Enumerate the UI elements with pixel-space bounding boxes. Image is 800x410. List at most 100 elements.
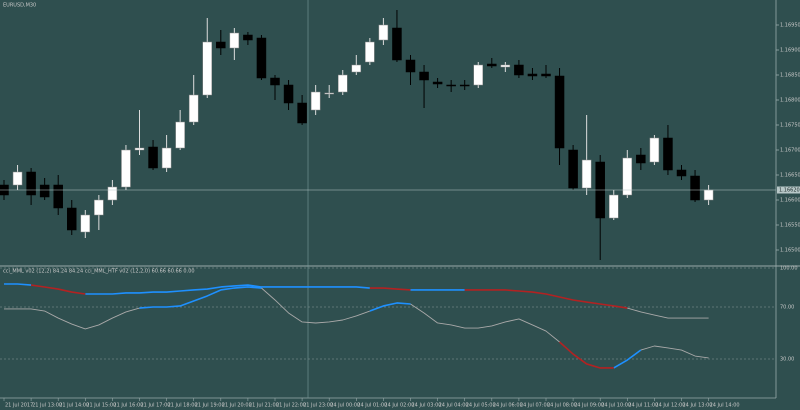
bid-label: 1.16620 — [779, 188, 800, 194]
x-tick-label: 24 Jul 13:00 — [683, 403, 713, 409]
x-tick-label: 24 Jul 00:00 — [330, 403, 360, 409]
y-tick-label: 1.16900 — [780, 48, 800, 54]
candle-body — [324, 92, 334, 95]
candle-body — [432, 81, 443, 85]
candle-body — [310, 91, 321, 111]
y-tick-label: 1.16750 — [780, 123, 800, 129]
candle-body — [270, 77, 280, 86]
candle-body — [256, 37, 267, 79]
candle-body — [26, 171, 36, 196]
candle-body — [568, 149, 578, 189]
candle-body — [12, 171, 23, 186]
candle-body — [500, 64, 511, 68]
candle-body — [487, 63, 497, 67]
candle-body — [80, 214, 91, 233]
x-tick-label: 21 Jul 2017 — [5, 403, 33, 409]
candle-body — [663, 137, 673, 171]
candle-body — [514, 64, 524, 76]
candle-body — [419, 71, 429, 81]
candle-body — [243, 34, 253, 41]
x-tick-label: 24 Jul 02:00 — [384, 403, 414, 409]
x-tick-label: 21 Jul 19:00 — [195, 403, 225, 409]
indicator-line — [4, 287, 709, 359]
candle-body — [161, 147, 172, 169]
x-tick-label: 24 Jul 12:00 — [655, 403, 685, 409]
x-tick-label: 21 Jul 23:00 — [303, 403, 333, 409]
x-tick-label: 24 Jul 14:00 — [710, 403, 740, 409]
candle-body — [541, 73, 551, 77]
candle-body — [338, 74, 348, 93]
x-tick-label: 21 Jul 16:00 — [113, 403, 143, 409]
y-tick-label: 100.00 — [780, 266, 798, 272]
x-tick-label: 24 Jul 08:00 — [547, 403, 577, 409]
y-tick-label: 1.16500 — [780, 248, 800, 254]
x-tick-label: 21 Jul 13:00 — [32, 403, 62, 409]
candle-body — [392, 27, 402, 61]
candle-body — [229, 32, 240, 49]
candle-body — [216, 41, 226, 49]
indicator-line — [139, 286, 642, 369]
x-tick-label: 21 Jul 17:00 — [141, 403, 171, 409]
x-tick-label: 24 Jul 01:00 — [357, 403, 387, 409]
candle-body — [649, 137, 660, 163]
candle-body — [365, 41, 375, 63]
indicator-title: cci_MML v02 (12,2) 84.24 84.24 cci_MML_H… — [3, 269, 195, 275]
y-tick-label: 1.16600 — [780, 198, 800, 204]
x-tick-label: 24 Jul 03:00 — [412, 403, 442, 409]
candle-body — [134, 147, 145, 151]
candle-body — [351, 64, 362, 73]
candle-body — [148, 146, 158, 169]
candle-body — [188, 94, 199, 123]
candle-body — [581, 159, 592, 189]
candle-body — [202, 41, 212, 96]
y-tick-label: 1.16850 — [780, 73, 800, 79]
candle-body — [446, 84, 456, 87]
x-tick-label: 24 Jul 09:00 — [574, 403, 604, 409]
candle-body — [107, 186, 118, 201]
y-tick-label: 70.00 — [780, 305, 794, 311]
x-tick-label: 24 Jul 11:00 — [628, 403, 658, 409]
x-tick-label: 24 Jul 06:00 — [493, 403, 523, 409]
x-tick-label: 21 Jul 18:00 — [168, 403, 198, 409]
candle-body — [175, 121, 185, 149]
candle-body — [527, 73, 538, 77]
x-tick-label: 24 Jul 10:00 — [601, 403, 631, 409]
x-tick-label: 24 Jul 05:00 — [466, 403, 496, 409]
y-tick-label: 1.16550 — [780, 223, 800, 229]
candle-body — [283, 84, 294, 104]
candle-body — [94, 199, 104, 216]
candle-body — [39, 184, 50, 198]
indicator-line — [30, 284, 628, 309]
candle-body — [703, 189, 714, 201]
candle-body — [67, 207, 77, 231]
candle-body — [473, 64, 483, 86]
candle-body — [297, 102, 307, 124]
candle-body — [53, 184, 63, 209]
x-tick-label: 21 Jul 22:00 — [276, 403, 306, 409]
candle-body — [622, 157, 633, 196]
y-tick-label: 30.00 — [780, 357, 794, 363]
candle-body — [676, 169, 687, 177]
candle-body — [636, 154, 646, 164]
y-tick-label: 1.16950 — [780, 23, 800, 29]
x-tick-label: 21 Jul 14:00 — [59, 403, 89, 409]
candle-body — [378, 24, 389, 41]
x-tick-label: 24 Jul 07:00 — [520, 403, 550, 409]
main-window-title: EURUSD,M30 — [3, 3, 36, 9]
y-tick-label: 1.16800 — [780, 98, 800, 104]
candle-body — [121, 149, 131, 188]
bid-label-box — [777, 186, 800, 194]
y-tick-label: 1.16650 — [780, 173, 800, 179]
candle-body — [554, 75, 565, 149]
indicator-line — [559, 341, 614, 369]
x-tick-label: 21 Jul 21:00 — [249, 403, 279, 409]
indicator-line — [627, 307, 709, 319]
x-tick-label: 21 Jul 20:00 — [222, 403, 252, 409]
indicator-line — [4, 283, 465, 295]
candle-body — [405, 59, 416, 73]
candle-body — [459, 84, 470, 87]
x-tick-label: 24 Jul 04:00 — [439, 403, 469, 409]
y-tick-label: 1.16700 — [780, 148, 800, 154]
